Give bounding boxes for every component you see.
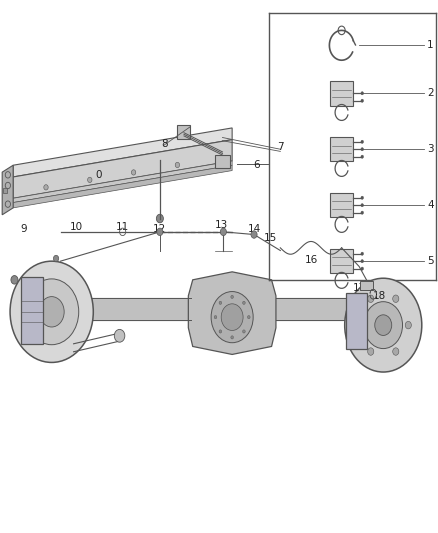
Polygon shape xyxy=(346,293,367,349)
Circle shape xyxy=(251,231,257,238)
Circle shape xyxy=(44,185,48,190)
Text: 2: 2 xyxy=(427,88,434,98)
Circle shape xyxy=(25,279,79,345)
FancyBboxPatch shape xyxy=(3,188,7,193)
Text: 1: 1 xyxy=(427,41,434,50)
Circle shape xyxy=(221,304,243,330)
Text: 16: 16 xyxy=(304,255,318,265)
Text: 14: 14 xyxy=(247,224,261,234)
Circle shape xyxy=(361,252,364,255)
Circle shape xyxy=(219,301,222,304)
Polygon shape xyxy=(21,277,43,344)
Circle shape xyxy=(131,169,136,175)
Circle shape xyxy=(345,278,422,372)
Circle shape xyxy=(231,336,233,339)
Circle shape xyxy=(361,211,364,214)
Text: 15: 15 xyxy=(264,233,277,243)
Circle shape xyxy=(231,295,233,298)
Text: 12: 12 xyxy=(153,224,166,234)
Text: 3: 3 xyxy=(427,144,434,154)
Text: 8: 8 xyxy=(161,139,168,149)
Circle shape xyxy=(114,329,125,342)
Text: 6: 6 xyxy=(253,160,260,170)
FancyBboxPatch shape xyxy=(330,81,353,106)
Circle shape xyxy=(361,260,364,263)
FancyBboxPatch shape xyxy=(215,155,230,168)
Circle shape xyxy=(364,302,403,349)
Circle shape xyxy=(361,92,364,95)
Circle shape xyxy=(214,316,217,319)
Polygon shape xyxy=(13,165,232,208)
Circle shape xyxy=(405,321,411,329)
Text: 13: 13 xyxy=(215,220,228,230)
Circle shape xyxy=(361,99,364,102)
Circle shape xyxy=(361,196,364,199)
Circle shape xyxy=(375,315,392,335)
Text: 9: 9 xyxy=(21,224,28,234)
Circle shape xyxy=(211,292,253,343)
Circle shape xyxy=(361,140,364,143)
FancyBboxPatch shape xyxy=(330,249,353,273)
FancyBboxPatch shape xyxy=(330,137,353,161)
Text: 18: 18 xyxy=(373,291,386,301)
Circle shape xyxy=(393,295,399,302)
Circle shape xyxy=(361,204,364,207)
FancyBboxPatch shape xyxy=(330,193,353,217)
Text: 17: 17 xyxy=(353,283,366,293)
Polygon shape xyxy=(2,165,13,215)
Circle shape xyxy=(156,214,163,223)
Text: 7: 7 xyxy=(277,142,284,151)
FancyBboxPatch shape xyxy=(177,125,190,139)
Polygon shape xyxy=(13,161,232,203)
Text: 5: 5 xyxy=(427,256,434,266)
Circle shape xyxy=(361,267,364,270)
Circle shape xyxy=(175,162,180,168)
Text: 10: 10 xyxy=(70,222,83,231)
Circle shape xyxy=(243,330,245,333)
Circle shape xyxy=(367,295,374,302)
Text: 11: 11 xyxy=(116,222,129,232)
FancyBboxPatch shape xyxy=(360,281,373,290)
Circle shape xyxy=(243,301,245,304)
Circle shape xyxy=(361,148,364,151)
Circle shape xyxy=(219,330,222,333)
Circle shape xyxy=(39,296,64,327)
Polygon shape xyxy=(13,140,232,198)
Text: 4: 4 xyxy=(427,200,434,210)
Circle shape xyxy=(10,261,93,362)
Circle shape xyxy=(220,228,226,236)
Text: 0: 0 xyxy=(95,170,102,180)
Circle shape xyxy=(53,255,59,262)
Circle shape xyxy=(367,348,374,356)
Circle shape xyxy=(11,276,18,284)
Circle shape xyxy=(361,155,364,158)
Circle shape xyxy=(157,228,163,236)
Polygon shape xyxy=(188,272,276,354)
Circle shape xyxy=(88,177,92,182)
Polygon shape xyxy=(13,128,232,177)
Circle shape xyxy=(247,316,250,319)
Circle shape xyxy=(393,348,399,356)
Circle shape xyxy=(355,321,361,329)
